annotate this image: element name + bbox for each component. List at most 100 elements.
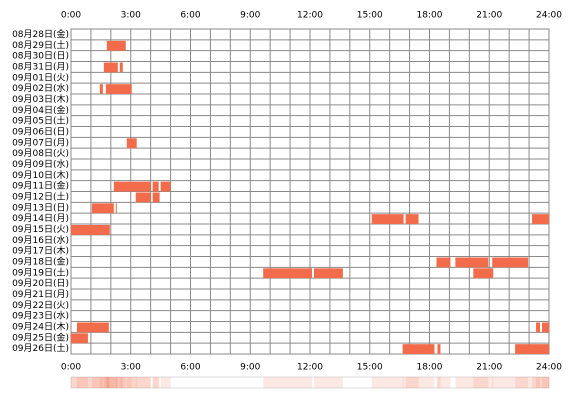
x-tick-label: 18:00: [417, 363, 443, 373]
x-tick-label: 15:00: [357, 11, 383, 21]
summary-bar: [119, 377, 123, 388]
sleep-bar: [263, 268, 312, 279]
sleep-bar: [103, 62, 118, 73]
x-tick-label: 9:00: [240, 11, 260, 21]
row-label: 09月04日(金): [12, 104, 69, 116]
summary-bar: [103, 377, 118, 388]
row-label: 09月15日(火): [12, 224, 69, 235]
summary-bar: [99, 377, 103, 388]
row-label: 08月28日(金): [12, 28, 69, 40]
row-label: 09月23日(水): [12, 310, 69, 322]
sleep-bar: [135, 192, 151, 203]
sleep-bar: [455, 257, 489, 268]
sleep-bar: [105, 84, 132, 94]
summary-bar: [473, 377, 494, 388]
x-tick-label: 24:00: [536, 363, 562, 373]
sleep-bar: [437, 344, 441, 354]
summary-bar: [115, 377, 117, 388]
sleep-bar: [113, 181, 151, 192]
x-tick-label: 6:00: [180, 363, 200, 373]
x-tick-label: 12:00: [297, 363, 323, 373]
summary-bar: [135, 377, 151, 388]
sleep-bar: [371, 214, 404, 224]
sleep-bar: [126, 138, 137, 149]
summary-bar: [455, 377, 489, 388]
summary-bar: [113, 377, 151, 388]
sleep-bar: [405, 214, 419, 224]
summary-bar: [160, 377, 171, 388]
x-tick-label: 21:00: [476, 11, 502, 21]
x-tick-label: 0:00: [61, 363, 81, 373]
sleep-bar: [160, 181, 171, 192]
x-tick-label: 0:00: [61, 11, 81, 21]
summary-bar: [402, 377, 435, 388]
x-tick-label: 3:00: [121, 11, 141, 21]
sleep-bar: [313, 268, 343, 279]
summary-bar: [515, 377, 549, 388]
row-label: 09月09日(水): [12, 158, 69, 170]
row-label: 09月11日(金): [12, 180, 69, 192]
x-tick-label: 12:00: [297, 11, 323, 21]
row-label: 09月08日(火): [12, 148, 69, 159]
sleep-bar: [492, 257, 529, 268]
sleep-bar: [473, 268, 494, 279]
summary-bar: [532, 377, 549, 388]
sleep-bar: [115, 203, 117, 214]
row-label: 09月25日(金): [12, 331, 69, 343]
x-tick-label: 6:00: [180, 11, 200, 21]
sleep-bar: [152, 192, 160, 203]
row-label: 08月31日(月): [12, 61, 69, 72]
row-label: 09月16日(水): [12, 234, 69, 246]
summary-bar: [71, 377, 110, 388]
sleep-bar: [436, 257, 451, 268]
row-label: 09月07日(月): [12, 137, 69, 148]
sleep-bar: [91, 203, 114, 214]
summary-bar: [105, 377, 132, 388]
summary-bar: [263, 377, 312, 388]
sleep-bar: [542, 322, 549, 333]
row-label: 08月30日(日): [12, 51, 69, 62]
row-label: 09月03日(木): [12, 93, 69, 105]
sleep-bar: [71, 333, 88, 344]
summary-bar: [106, 377, 126, 388]
sleep-bar: [119, 62, 123, 73]
summary-bar: [542, 377, 549, 388]
row-label: 09月24日(木): [12, 320, 69, 332]
sleep-bar: [402, 344, 435, 354]
summary-bar: [437, 377, 441, 388]
x-tick-label: 18:00: [417, 11, 443, 21]
sleep-bar: [99, 84, 103, 94]
row-label: 09月19日(土): [12, 266, 69, 278]
summary-bar: [152, 377, 160, 388]
x-tick-label: 15:00: [357, 363, 383, 373]
x-tick-label: 3:00: [121, 363, 141, 373]
sleep-bar: [536, 322, 541, 333]
row-label: 09月17日(木): [12, 245, 69, 257]
row-label: 09月22日(火): [12, 300, 69, 311]
row-label: 09月01日(火): [12, 72, 69, 83]
summary-bar: [492, 377, 529, 388]
summary-bar: [91, 377, 114, 388]
sleep-bar: [152, 181, 159, 192]
summary-bar: [152, 377, 159, 388]
summary-bar: [436, 377, 451, 388]
row-label: 09月21日(月): [12, 289, 69, 300]
row-label: 09月10日(木): [12, 169, 69, 181]
row-label: 09月26日(土): [12, 342, 69, 354]
summary-strip: [70, 376, 550, 389]
row-label: 09月14日(月): [12, 213, 69, 224]
sleep-bar: [515, 344, 549, 354]
sleep-bar: [532, 214, 549, 224]
row-label: 09月13日(日): [12, 202, 69, 213]
row-label: 09月05日(土): [12, 115, 69, 127]
summary-bar: [371, 377, 404, 388]
x-tick-label: 21:00: [476, 363, 502, 373]
row-label: 09月18日(金): [12, 255, 69, 267]
sleep-bar: [76, 322, 109, 333]
summary-bar: [71, 377, 88, 388]
x-tick-label: 9:00: [240, 363, 260, 373]
summary-bar: [536, 377, 541, 388]
sleep-bar: [71, 225, 110, 235]
row-label: 09月20日(日): [12, 278, 69, 289]
